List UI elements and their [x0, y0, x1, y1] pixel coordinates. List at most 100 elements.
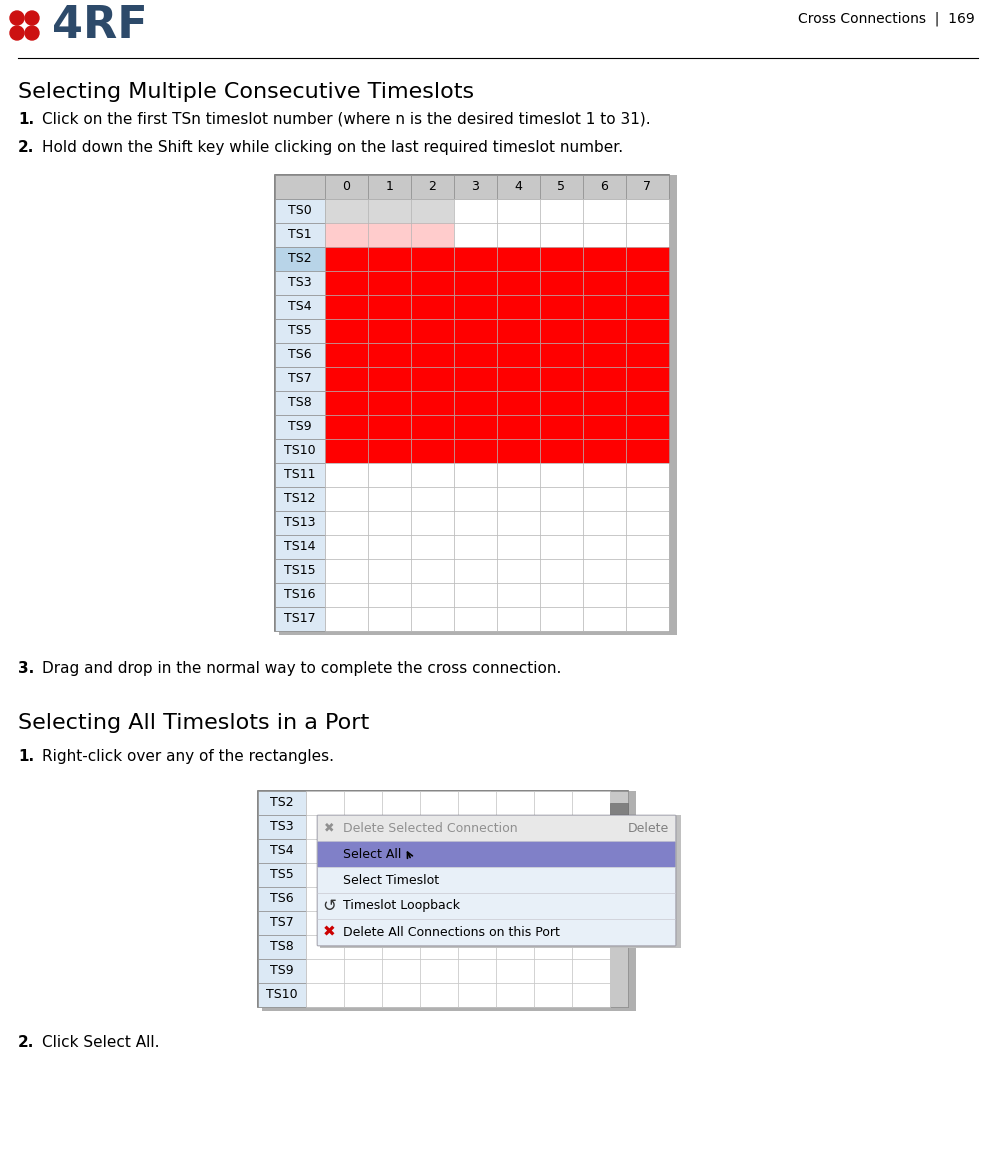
- Bar: [540, 295, 583, 319]
- Bar: [540, 343, 583, 367]
- Bar: [325, 247, 368, 271]
- Bar: [275, 223, 325, 247]
- Bar: [275, 439, 325, 463]
- Text: Hold down the Shift key while clicking on the last required timeslot number.: Hold down the Shift key while clicking o…: [42, 140, 623, 154]
- Bar: [583, 415, 626, 439]
- Bar: [497, 583, 540, 607]
- Bar: [454, 511, 497, 535]
- Bar: [411, 391, 454, 415]
- Bar: [458, 983, 496, 1007]
- Bar: [325, 535, 368, 559]
- Bar: [344, 815, 382, 839]
- Bar: [454, 607, 497, 631]
- Bar: [497, 559, 540, 583]
- Bar: [275, 391, 325, 415]
- Bar: [344, 911, 382, 935]
- Bar: [540, 223, 583, 247]
- Text: Select All: Select All: [343, 847, 402, 860]
- Bar: [275, 199, 325, 223]
- Bar: [497, 535, 540, 559]
- Bar: [368, 319, 411, 343]
- Text: TS10: TS10: [266, 989, 297, 1002]
- Bar: [275, 176, 669, 199]
- Bar: [368, 439, 411, 463]
- Text: 2: 2: [428, 180, 436, 193]
- Bar: [583, 511, 626, 535]
- Bar: [454, 535, 497, 559]
- Bar: [368, 535, 411, 559]
- Circle shape: [10, 11, 24, 25]
- Bar: [626, 295, 669, 319]
- Text: Click Select All.: Click Select All.: [42, 1035, 160, 1049]
- Bar: [325, 319, 368, 343]
- Text: TS7: TS7: [270, 916, 293, 929]
- Bar: [368, 463, 411, 487]
- Bar: [572, 815, 610, 839]
- Bar: [420, 983, 458, 1007]
- Text: TS6: TS6: [270, 893, 293, 906]
- Bar: [626, 607, 669, 631]
- Text: TS10: TS10: [284, 445, 315, 457]
- Bar: [626, 367, 669, 391]
- Bar: [344, 959, 382, 983]
- Bar: [411, 511, 454, 535]
- Bar: [496, 839, 534, 863]
- Bar: [496, 791, 534, 815]
- Bar: [572, 887, 610, 911]
- Text: Right-click over any of the rectangles.: Right-click over any of the rectangles.: [42, 749, 334, 764]
- Bar: [497, 343, 540, 367]
- Bar: [382, 983, 420, 1007]
- Bar: [258, 911, 306, 935]
- Circle shape: [25, 26, 39, 40]
- Bar: [626, 319, 669, 343]
- Text: TS8: TS8: [270, 941, 293, 954]
- Bar: [325, 223, 368, 247]
- Bar: [325, 271, 368, 295]
- Text: ✖: ✖: [323, 924, 335, 940]
- Bar: [368, 607, 411, 631]
- Bar: [368, 583, 411, 607]
- Bar: [626, 535, 669, 559]
- Bar: [454, 487, 497, 511]
- Bar: [497, 511, 540, 535]
- Bar: [325, 607, 368, 631]
- Bar: [583, 247, 626, 271]
- Bar: [496, 935, 534, 959]
- Bar: [258, 887, 306, 911]
- Bar: [610, 803, 628, 839]
- Bar: [583, 223, 626, 247]
- Bar: [583, 583, 626, 607]
- Bar: [382, 935, 420, 959]
- Bar: [572, 839, 610, 863]
- Bar: [458, 911, 496, 935]
- Bar: [540, 176, 583, 199]
- Bar: [325, 439, 368, 463]
- Bar: [458, 935, 496, 959]
- Bar: [317, 815, 676, 841]
- Bar: [411, 247, 454, 271]
- Bar: [306, 791, 344, 815]
- Bar: [411, 367, 454, 391]
- Bar: [325, 511, 368, 535]
- Bar: [540, 199, 583, 223]
- Bar: [411, 176, 454, 199]
- Bar: [325, 487, 368, 511]
- Bar: [540, 319, 583, 343]
- Bar: [540, 535, 583, 559]
- Text: ✖: ✖: [324, 821, 334, 834]
- Bar: [583, 559, 626, 583]
- Text: 2.: 2.: [18, 1035, 34, 1049]
- Bar: [583, 199, 626, 223]
- Bar: [454, 439, 497, 463]
- Bar: [317, 918, 676, 945]
- Bar: [382, 959, 420, 983]
- Bar: [497, 463, 540, 487]
- Bar: [572, 935, 610, 959]
- Bar: [325, 176, 368, 199]
- Bar: [496, 959, 534, 983]
- Bar: [540, 271, 583, 295]
- Bar: [454, 319, 497, 343]
- Bar: [258, 791, 306, 815]
- Bar: [411, 463, 454, 487]
- Text: 3.: 3.: [18, 661, 34, 676]
